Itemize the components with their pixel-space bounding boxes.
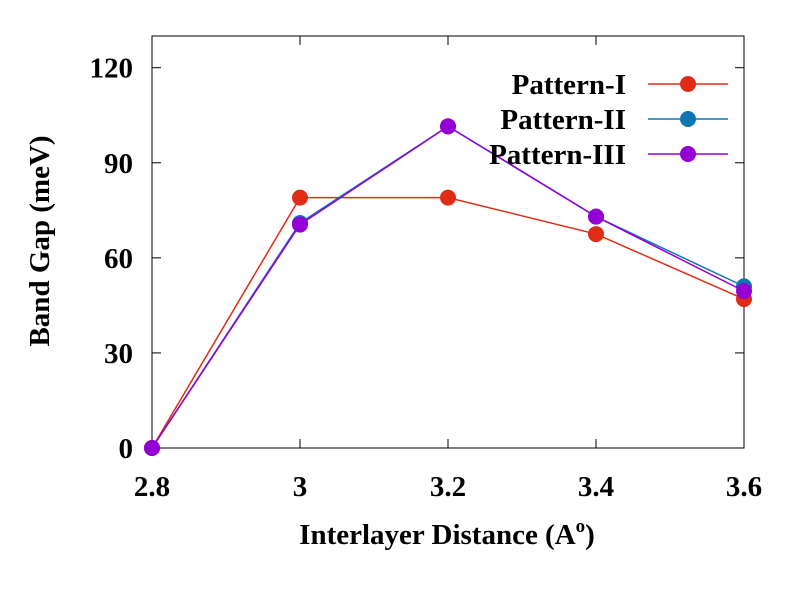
y-tick-label: 90 — [104, 148, 133, 180]
x-axis-title: Interlayer Distance (Ao) — [299, 516, 595, 551]
data-point — [144, 440, 160, 456]
y-tick-label: 120 — [90, 53, 134, 85]
data-point — [440, 118, 456, 135]
data-point — [588, 208, 604, 225]
legend-swatch-marker — [680, 146, 696, 162]
x-axis-title-suffix: ) — [585, 519, 595, 551]
legend-label: Pattern-II — [500, 104, 626, 136]
y-tick-label: 30 — [104, 338, 133, 370]
x-tick-label: 3.4 — [578, 471, 614, 503]
legend-swatch-marker — [680, 76, 696, 92]
data-point — [736, 283, 752, 300]
series-2 — [144, 118, 752, 456]
data-point — [292, 189, 308, 206]
y-axis-title: Band Gap (meV) — [24, 135, 56, 346]
axes: 2.8 3 3.2 3.4 3.6 0 30 60 90 120 — [90, 35, 762, 503]
x-tick-label: 3.2 — [430, 471, 466, 503]
series-line — [151, 196, 745, 449]
y-tick-label: 0 — [119, 433, 134, 465]
legend-label: Pattern-I — [512, 69, 626, 101]
series-layer — [144, 118, 752, 456]
x-tick-label: 3.6 — [726, 471, 762, 503]
series-line — [151, 125, 745, 449]
x-tick-label: 3 — [293, 471, 308, 503]
legend-swatch-marker — [680, 111, 696, 127]
legend-label: Pattern-III — [489, 139, 626, 171]
y-tick-label: 60 — [104, 243, 133, 275]
data-point — [292, 216, 308, 233]
data-point — [588, 226, 604, 243]
plot-border — [151, 35, 745, 449]
data-point — [440, 189, 456, 206]
series-line — [151, 125, 745, 449]
x-tick-label: 2.8 — [134, 471, 170, 503]
series-3 — [144, 118, 752, 456]
x-axis-title-superscript: o — [576, 516, 586, 537]
